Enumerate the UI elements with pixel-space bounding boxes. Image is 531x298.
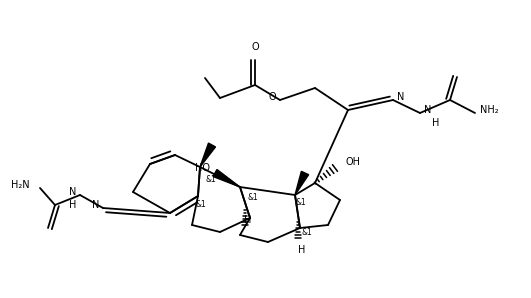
- Text: O: O: [268, 92, 276, 102]
- Text: &1: &1: [302, 228, 313, 237]
- Text: HO: HO: [195, 163, 210, 173]
- Polygon shape: [295, 171, 309, 195]
- Polygon shape: [213, 170, 240, 187]
- Text: H: H: [298, 245, 306, 255]
- Text: N: N: [397, 92, 405, 102]
- Text: H: H: [244, 215, 252, 225]
- Text: OH: OH: [346, 157, 361, 167]
- Text: H₂N: H₂N: [11, 180, 30, 190]
- Text: &1: &1: [205, 175, 216, 184]
- Text: &1: &1: [195, 200, 205, 209]
- Text: NH₂: NH₂: [480, 105, 499, 115]
- Text: O: O: [251, 42, 259, 52]
- Text: &1: &1: [296, 198, 307, 207]
- Polygon shape: [200, 143, 216, 167]
- Text: N: N: [68, 187, 76, 197]
- Text: N: N: [424, 105, 431, 115]
- Text: N: N: [92, 200, 99, 210]
- Text: H: H: [68, 200, 76, 210]
- Text: &1: &1: [248, 193, 259, 202]
- Text: H: H: [432, 118, 439, 128]
